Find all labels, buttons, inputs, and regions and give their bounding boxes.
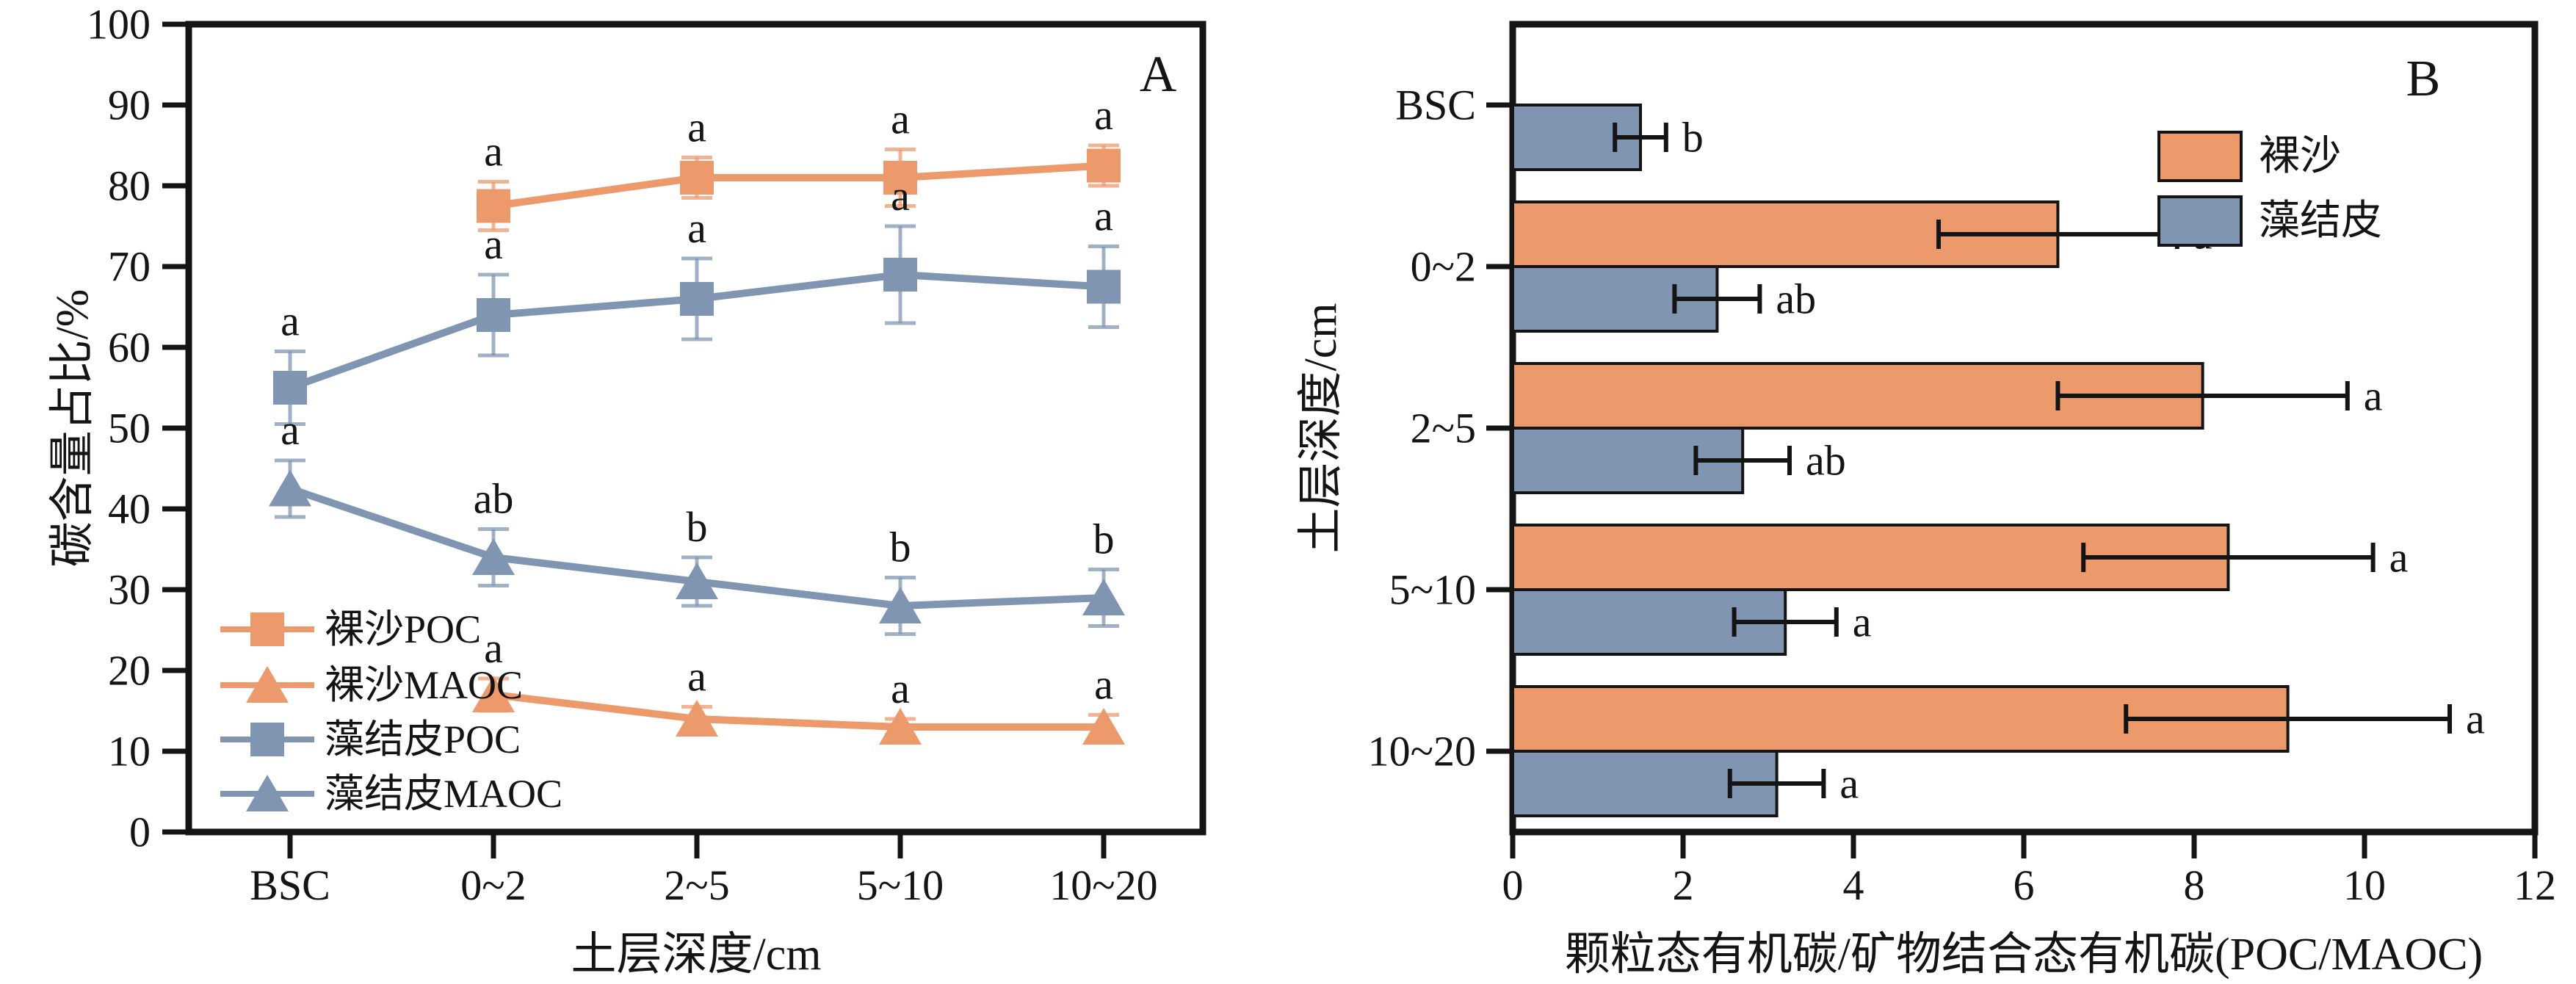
significance-letter: b xyxy=(1093,515,1115,563)
series-marker-square xyxy=(680,161,714,195)
series-marker-triangle xyxy=(879,587,922,623)
significance-letter: a xyxy=(484,624,503,672)
series-marker-triangle xyxy=(1082,708,1125,745)
panel-a-y-axis-title: 碳含量占比/% xyxy=(48,289,98,568)
series-marker-square xyxy=(1087,148,1121,183)
significance-letter: ab xyxy=(1806,437,1846,485)
x-axis-tick-label: 0~2 xyxy=(460,861,526,909)
significance-letter: a xyxy=(687,204,706,252)
significance-letter: ab xyxy=(474,475,514,523)
significance-letter: ab xyxy=(1776,275,1816,323)
legend-swatch xyxy=(2157,131,2243,182)
significance-letter: a xyxy=(484,220,503,268)
y-axis-tick-label: 20 xyxy=(108,647,151,695)
significance-letter: a xyxy=(1094,661,1113,709)
series-marker-triangle xyxy=(472,676,515,712)
y-axis-tick-label: 30 xyxy=(108,566,151,614)
significance-letter: a xyxy=(891,95,910,143)
y-axis-tick-label: 40 xyxy=(108,485,151,533)
series-marker-triangle xyxy=(246,666,289,703)
significance-letter: a xyxy=(2364,372,2383,420)
x-axis-tick-label: 5~10 xyxy=(857,861,944,909)
series-marker-square xyxy=(477,298,510,332)
series-marker-triangle xyxy=(1082,579,1125,615)
x-axis-tick-label: BSC xyxy=(250,861,330,909)
y-axis-tick-label: 70 xyxy=(108,243,151,291)
significance-letter: a xyxy=(1839,760,1859,808)
y-axis-tick-label: 5~10 xyxy=(1389,566,1476,614)
significance-letter: a xyxy=(891,665,910,712)
significance-letter: a xyxy=(484,128,503,176)
panel-b-chart: 024681012BSC0~22~55~1010~20baabaabaaaa裸沙… xyxy=(1368,21,2556,909)
series-marker-square xyxy=(883,258,917,292)
y-axis-tick-label: 0 xyxy=(129,808,151,856)
legend-item-label: 裸沙MAOC xyxy=(325,663,523,707)
series-line xyxy=(493,691,1104,731)
significance-letter: b xyxy=(687,503,708,551)
significance-letter: b xyxy=(890,524,911,571)
y-axis-tick-label: 10 xyxy=(108,728,151,775)
series-marker-square xyxy=(273,371,307,405)
series-marker-square xyxy=(680,282,714,316)
series-marker-triangle xyxy=(472,538,515,575)
significance-letter: a xyxy=(281,297,300,345)
y-axis-tick-label: 90 xyxy=(108,82,151,129)
y-axis-tick-label: 100 xyxy=(87,1,151,48)
panel-a-chart: 0 10 20 30 40 50 60 70 80 90 100 BSC 0~2 2~5 5~10 10~20… xyxy=(87,1,1206,909)
x-axis-tick-label: 12 xyxy=(2514,861,2556,909)
legend-item-label: 藻结皮MAOC xyxy=(325,772,562,816)
y-axis-tick-label: BSC xyxy=(1395,82,1476,129)
y-axis-tick-label: 2~5 xyxy=(1411,405,1476,452)
series-marker-triangle xyxy=(246,775,289,811)
legend-item-label: 藻结皮POC xyxy=(325,717,521,761)
series-marker-square xyxy=(250,612,284,646)
series-marker-square xyxy=(883,161,917,195)
panel-b-label: B xyxy=(2406,51,2441,107)
significance-letter: a xyxy=(2389,534,2409,582)
series-marker-square xyxy=(477,189,510,223)
panel-b-x-axis-title: 颗粒态有机碳/矿物结合态有机碳(POC/MAOC) xyxy=(1564,930,2483,980)
x-axis-tick-label: 4 xyxy=(1843,861,1864,909)
y-axis-tick-label: 0~2 xyxy=(1411,243,1476,291)
y-axis-tick-label: 50 xyxy=(108,405,151,452)
x-axis-tick-label: 10 xyxy=(2343,861,2386,909)
x-axis-tick-label: 0 xyxy=(1502,861,1524,909)
x-axis-tick-label: 6 xyxy=(2014,861,2035,909)
x-axis-tick-label: 2 xyxy=(1673,861,1694,909)
significance-letter: a xyxy=(2466,695,2485,743)
series-marker-triangle xyxy=(879,708,922,745)
series-marker-triangle xyxy=(269,469,311,507)
significance-letter: a xyxy=(281,406,300,454)
y-axis-tick-label: 60 xyxy=(108,324,151,372)
series-marker-triangle xyxy=(676,700,718,737)
panel-b-y-axis-title: 土层深度/cm xyxy=(1296,303,1346,554)
legend-item-label: 裸沙POC xyxy=(325,607,481,651)
legend-item-label: 藻结皮 xyxy=(2259,198,2382,244)
series-line xyxy=(493,162,1104,210)
significance-letter: a xyxy=(687,653,706,701)
significance-letter: a xyxy=(1094,192,1113,240)
series-marker-triangle xyxy=(676,562,718,599)
legend-item-label: 裸沙 xyxy=(2259,134,2341,179)
significance-letter: a xyxy=(687,104,706,151)
series-marker-square xyxy=(250,723,284,756)
y-axis-tick-label: 10~20 xyxy=(1368,728,1476,775)
panel-a-x-axis-title: 土层深度/cm xyxy=(571,930,822,980)
x-axis-tick-label: 10~20 xyxy=(1049,861,1157,909)
panel-a-label: A xyxy=(1139,46,1177,103)
legend-swatch xyxy=(2157,195,2243,247)
significance-letter: b xyxy=(1682,114,1704,162)
series-marker-square xyxy=(1087,269,1121,304)
significance-letter: a xyxy=(1853,598,1872,646)
significance-letter: a xyxy=(891,172,910,220)
x-axis-tick-label: 8 xyxy=(2184,861,2205,909)
y-axis-tick-label: 80 xyxy=(108,162,151,210)
significance-letter: a xyxy=(1094,91,1113,139)
x-axis-tick-label: 2~5 xyxy=(664,861,729,909)
